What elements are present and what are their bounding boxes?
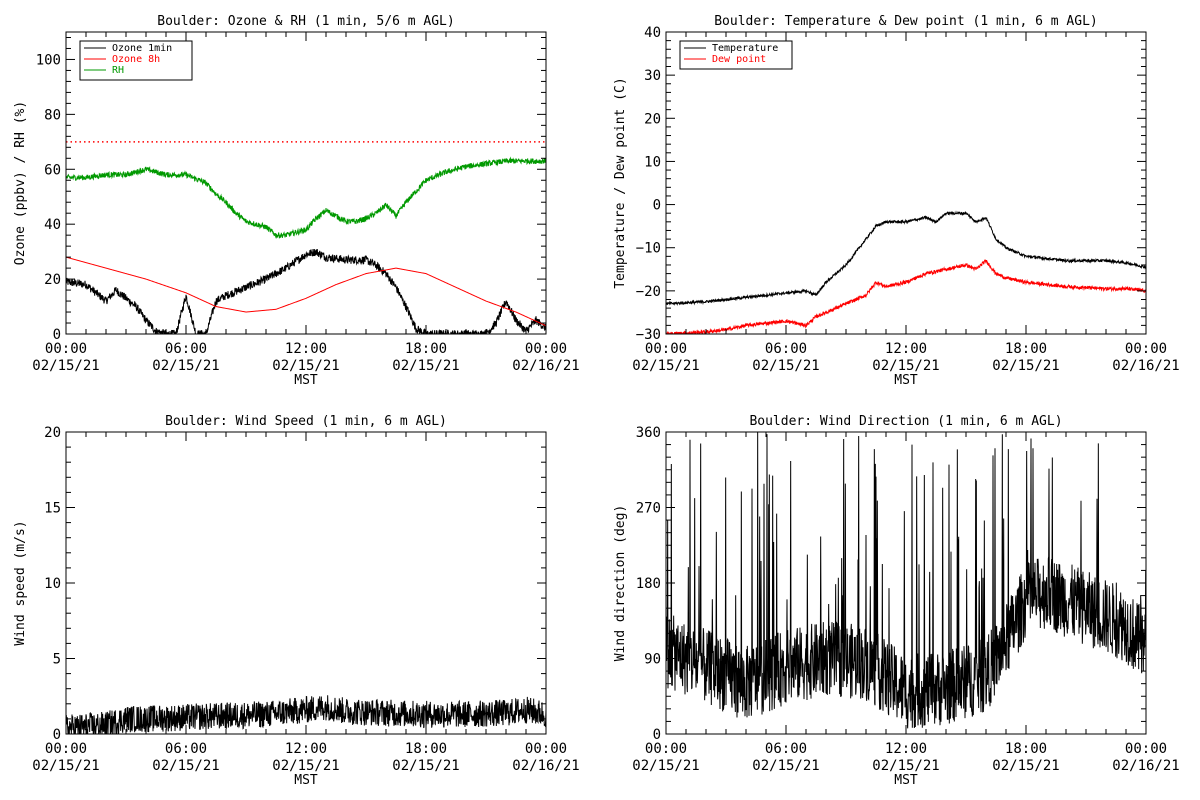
legend-label: Ozone 1min	[112, 43, 172, 54]
x-tick-label: 18:00	[405, 341, 447, 357]
chart-title: Boulder: Temperature & Dew point (1 min,…	[714, 14, 1098, 29]
y-tick-label: 270	[636, 501, 661, 517]
x-tick-date-label: 02/15/21	[872, 358, 939, 374]
legend-label: Ozone 8h	[112, 54, 160, 65]
y-axis-label: Temperature / Dew point (C)	[613, 77, 628, 288]
y-tick-label: 0	[53, 327, 61, 343]
y-tick-label: 15	[44, 501, 61, 517]
x-tick-label: 00:00	[645, 741, 687, 757]
x-tick-label: 12:00	[885, 341, 927, 357]
x-tick-date-label: 02/15/21	[32, 758, 99, 774]
x-tick-label: 06:00	[165, 341, 207, 357]
y-tick-label: −10	[636, 241, 661, 257]
series-line-ozone-8h	[66, 256, 546, 327]
y-tick-label: 20	[644, 111, 661, 127]
x-tick-label: 00:00	[525, 741, 567, 757]
x-tick-date-label: 02/15/21	[152, 758, 219, 774]
chart-title: Boulder: Wind Speed (1 min, 6 m AGL)	[165, 414, 447, 429]
x-tick-label: 00:00	[45, 741, 87, 757]
chart-title: Boulder: Ozone & RH (1 min, 5/6 m AGL)	[157, 14, 454, 29]
x-axis-label: MST	[894, 773, 918, 788]
x-tick-date-label: 02/15/21	[152, 358, 219, 374]
x-tick-label: 06:00	[165, 741, 207, 757]
y-tick-label: 20	[44, 272, 61, 288]
x-tick-label: 00:00	[1125, 341, 1167, 357]
x-tick-date-label: 02/16/21	[1112, 758, 1179, 774]
y-tick-label: 0	[653, 727, 661, 743]
series-line-rh	[66, 156, 546, 240]
x-tick-date-label: 02/15/21	[752, 758, 819, 774]
x-tick-date-label: 02/15/21	[992, 758, 1059, 774]
x-tick-label: 06:00	[765, 741, 807, 757]
y-tick-label: 30	[644, 68, 661, 84]
x-tick-label: 12:00	[285, 741, 327, 757]
y-tick-label: 80	[44, 107, 61, 123]
y-tick-label: −30	[636, 327, 661, 343]
x-tick-date-label: 02/15/21	[272, 758, 339, 774]
x-axis-label: MST	[294, 373, 318, 388]
x-tick-date-label: 02/16/21	[1112, 358, 1179, 374]
series-line-0	[666, 432, 1146, 729]
x-axis-label: MST	[894, 373, 918, 388]
y-tick-label: 5	[53, 652, 61, 668]
x-tick-label: 00:00	[1125, 741, 1167, 757]
y-tick-label: 0	[53, 727, 61, 743]
y-tick-label: 60	[44, 162, 61, 178]
chart-panel-0: Boulder: Ozone & RH (1 min, 5/6 m AGL)00…	[13, 14, 580, 388]
x-tick-date-label: 02/15/21	[872, 758, 939, 774]
x-tick-date-label: 02/15/21	[992, 358, 1059, 374]
y-tick-label: 20	[44, 425, 61, 441]
series-line-ozone-1min	[66, 248, 546, 334]
x-tick-date-label: 02/15/21	[752, 358, 819, 374]
y-tick-label: 40	[44, 217, 61, 233]
x-tick-label: 18:00	[1005, 341, 1047, 357]
x-tick-date-label: 02/16/21	[512, 358, 579, 374]
x-tick-label: 00:00	[45, 341, 87, 357]
x-axis-label: MST	[294, 773, 318, 788]
x-tick-label: 12:00	[885, 741, 927, 757]
y-tick-label: 100	[36, 52, 61, 68]
x-tick-date-label: 02/15/21	[632, 358, 699, 374]
y-tick-label: −20	[636, 284, 661, 300]
legend-box	[679, 40, 793, 70]
x-tick-date-label: 02/16/21	[512, 758, 579, 774]
axes-frame	[65, 431, 547, 735]
chart-panel-2: Boulder: Wind Speed (1 min, 6 m AGL) 00:0…	[13, 414, 580, 788]
series-line-dew-point	[666, 259, 1146, 334]
x-tick-date-label: 02/15/21	[632, 758, 699, 774]
x-tick-label: 18:00	[1005, 741, 1047, 757]
y-tick-label: 90	[644, 652, 661, 668]
y-axis-label: Ozone (ppbv) / RH (%)	[13, 101, 28, 265]
chart-panel-1: Boulder: Temperature & Dew point (1 min,…	[613, 14, 1180, 388]
x-tick-date-label: 02/15/21	[272, 358, 339, 374]
x-tick-label: 12:00	[285, 341, 327, 357]
legend-box	[79, 40, 193, 81]
x-tick-date-label: 02/15/21	[392, 358, 459, 374]
series-line-temperature	[666, 210, 1146, 306]
legend-label: Dew point	[712, 54, 766, 65]
x-tick-label: 00:00	[645, 341, 687, 357]
x-tick-date-label: 02/15/21	[32, 358, 99, 374]
x-tick-label: 18:00	[405, 741, 447, 757]
y-tick-label: 0	[653, 198, 661, 214]
y-axis-label: Wind direction (deg)	[613, 505, 628, 662]
x-tick-label: 00:00	[525, 341, 567, 357]
y-tick-label: 40	[644, 25, 661, 41]
x-tick-label: 06:00	[765, 341, 807, 357]
legend-label: RH	[112, 65, 124, 76]
chart-panel-3: Boulder: Wind Direction (1 min, 6 m AGL)…	[613, 414, 1180, 788]
y-axis-label: Wind speed (m/s)	[13, 520, 28, 645]
y-tick-label: 180	[636, 576, 661, 592]
y-tick-label: 10	[44, 576, 61, 592]
y-tick-label: 10	[644, 154, 661, 170]
y-tick-label: 360	[636, 425, 661, 441]
chart-title: Boulder: Wind Direction (1 min, 6 m AGL)	[749, 414, 1062, 429]
legend-label: Temperature	[712, 43, 778, 54]
x-tick-date-label: 02/15/21	[392, 758, 459, 774]
